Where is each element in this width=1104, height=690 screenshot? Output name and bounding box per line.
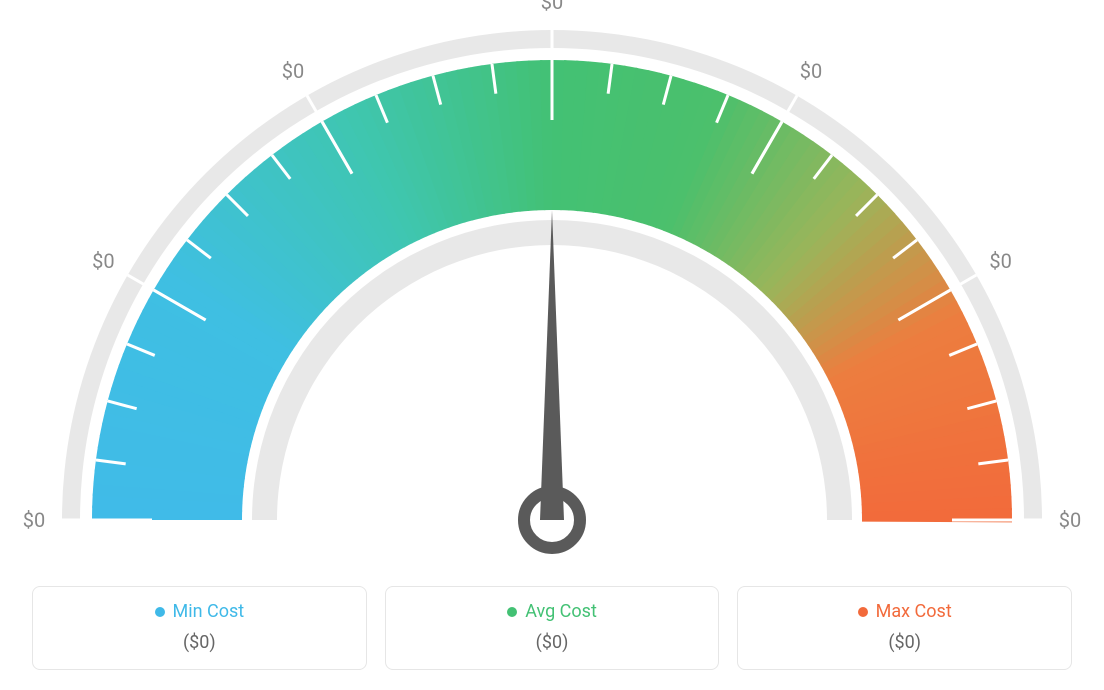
gauge-tick-label: $0 — [282, 59, 304, 83]
gauge-tick-label: $0 — [989, 249, 1011, 273]
legend-top: Max Cost — [750, 601, 1059, 622]
legend-label: Min Cost — [173, 601, 245, 622]
gauge-tick-label: $0 — [541, 0, 563, 14]
gauge-tick-label: $0 — [92, 249, 114, 273]
gauge-tick-label: $0 — [1059, 508, 1081, 532]
legend-card-avg: Avg Cost ($0) — [385, 586, 720, 670]
legend-top: Min Cost — [45, 601, 354, 622]
legend-dot-max — [858, 607, 868, 617]
legend-card-min: Min Cost ($0) — [32, 586, 367, 670]
legend-label: Avg Cost — [525, 601, 597, 622]
gauge-chart: $0 $0 $0 $0 $0 $0 $0 — [12, 0, 1092, 560]
gauge-tick-label: $0 — [800, 59, 822, 83]
gauge-svg — [12, 0, 1092, 560]
legend-value: ($0) — [750, 632, 1059, 653]
legend-label: Max Cost — [876, 601, 952, 622]
gauge-tick-label: $0 — [23, 508, 45, 532]
legend-card-max: Max Cost ($0) — [737, 586, 1072, 670]
legend-top: Avg Cost — [398, 601, 707, 622]
legend-dot-avg — [507, 607, 517, 617]
legend-value: ($0) — [398, 632, 707, 653]
legend-dot-min — [155, 607, 165, 617]
legend-value: ($0) — [45, 632, 354, 653]
legend-row: Min Cost ($0) Avg Cost ($0) Max Cost ($0… — [0, 586, 1104, 670]
